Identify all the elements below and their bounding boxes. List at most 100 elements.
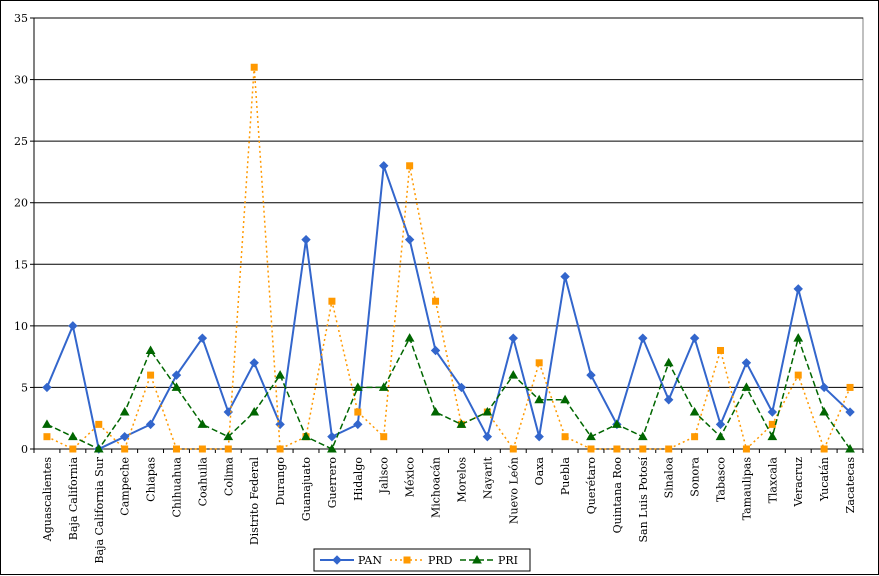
data-point [332,555,342,565]
x-tick-label: Jalisco [378,457,391,495]
data-point [197,333,208,343]
data-point [482,431,493,442]
data-point [380,433,388,441]
data-point [717,346,725,354]
data-point [352,382,363,391]
x-tick-label: Zacatecas [844,457,857,514]
x-tick-label: Durango [274,457,287,506]
data-point [819,407,830,416]
data-point [404,234,415,245]
data-point [612,419,622,428]
data-point [561,433,569,441]
x-tick-label: Tamaulipas [740,457,753,521]
data-point [508,333,518,343]
data-point [560,271,570,282]
data-point [509,445,517,453]
data-point [691,433,699,441]
data-point [535,359,543,367]
data-point [741,358,752,368]
x-tick-label: Colima [222,457,235,497]
data-point [354,408,362,416]
data-point [560,394,570,404]
legend-label: PRD [428,554,453,567]
data-point [121,445,129,453]
data-point [767,407,778,417]
data-point [353,419,363,430]
data-point [482,407,493,416]
plot-area [33,17,864,450]
x-tick-label: Veracruz [792,457,805,508]
data-point [378,382,389,391]
series-line [46,335,851,451]
data-point [767,431,778,441]
data-point [845,407,855,417]
data-point [586,431,596,441]
legend-label: PRI [498,554,518,567]
legend: PAN PRD PRI [313,548,531,572]
data-point [197,419,208,428]
x-tick-label: Baja California Sur [93,456,106,563]
data-point [638,333,648,343]
x-tick-label: Guerrero [326,457,339,509]
x-tick-label: Sinaloa [663,457,676,499]
y-axis-tick-labels: 0 5 10 15 20 25 30 35 [14,12,28,456]
data-point [145,345,156,354]
data-point [93,443,104,453]
data-point [820,445,828,453]
x-tick-label: Chiapas [145,457,158,502]
y-tick-label: 0 [21,443,28,456]
legend-label: PAN [358,554,382,567]
data-point [276,445,284,453]
axes [30,17,864,453]
data-point [665,445,673,453]
data-point [275,370,285,379]
x-tick-label: Tabasco [715,457,728,502]
data-point [67,431,78,441]
data-point [404,333,415,342]
data-point [793,284,803,294]
x-tick-label: Michoacán [430,457,443,518]
y-tick-label: 5 [21,381,28,394]
x-tick-label: Nuevo León [507,457,520,524]
data-point [223,431,234,441]
data-point [249,407,260,416]
data-point [639,445,647,453]
data-point [587,445,595,453]
data-point [68,321,78,331]
data-point [328,297,336,305]
data-point [741,382,752,391]
data-point [171,370,182,380]
data-point [794,371,802,379]
x-tick-label: Guanajuato [300,457,313,522]
x-tick-label: Nayarit [481,456,494,499]
series-pri [42,333,855,453]
data-point [432,297,440,305]
data-point [534,394,545,404]
data-point [637,431,648,441]
data-point [301,431,311,441]
data-point [198,445,206,453]
data-point [472,554,482,564]
x-tick-label: Campeche [119,457,132,516]
x-tick-label: Aguascalientes [41,457,54,543]
data-point [172,445,180,453]
x-tick-label: San Luis Potosí [637,457,650,543]
data-point [793,333,804,342]
series-line [46,67,851,452]
data-point [689,407,700,416]
x-tick-label: México [404,457,417,498]
x-tick-label: Distrito Federal [248,457,261,546]
x-tick-label: Sonora [689,457,702,497]
data-point [534,431,544,442]
legend-item-prd: PRD [390,554,453,567]
data-point [43,433,51,441]
data-point [119,431,130,442]
series-prd [43,63,854,453]
x-tick-label: Coahuila [196,457,209,507]
gridlines [33,17,864,450]
data-point [379,161,389,171]
x-tick-label: Yucatán [818,457,831,502]
y-tick-label: 10 [14,320,28,333]
data-point [613,445,621,453]
